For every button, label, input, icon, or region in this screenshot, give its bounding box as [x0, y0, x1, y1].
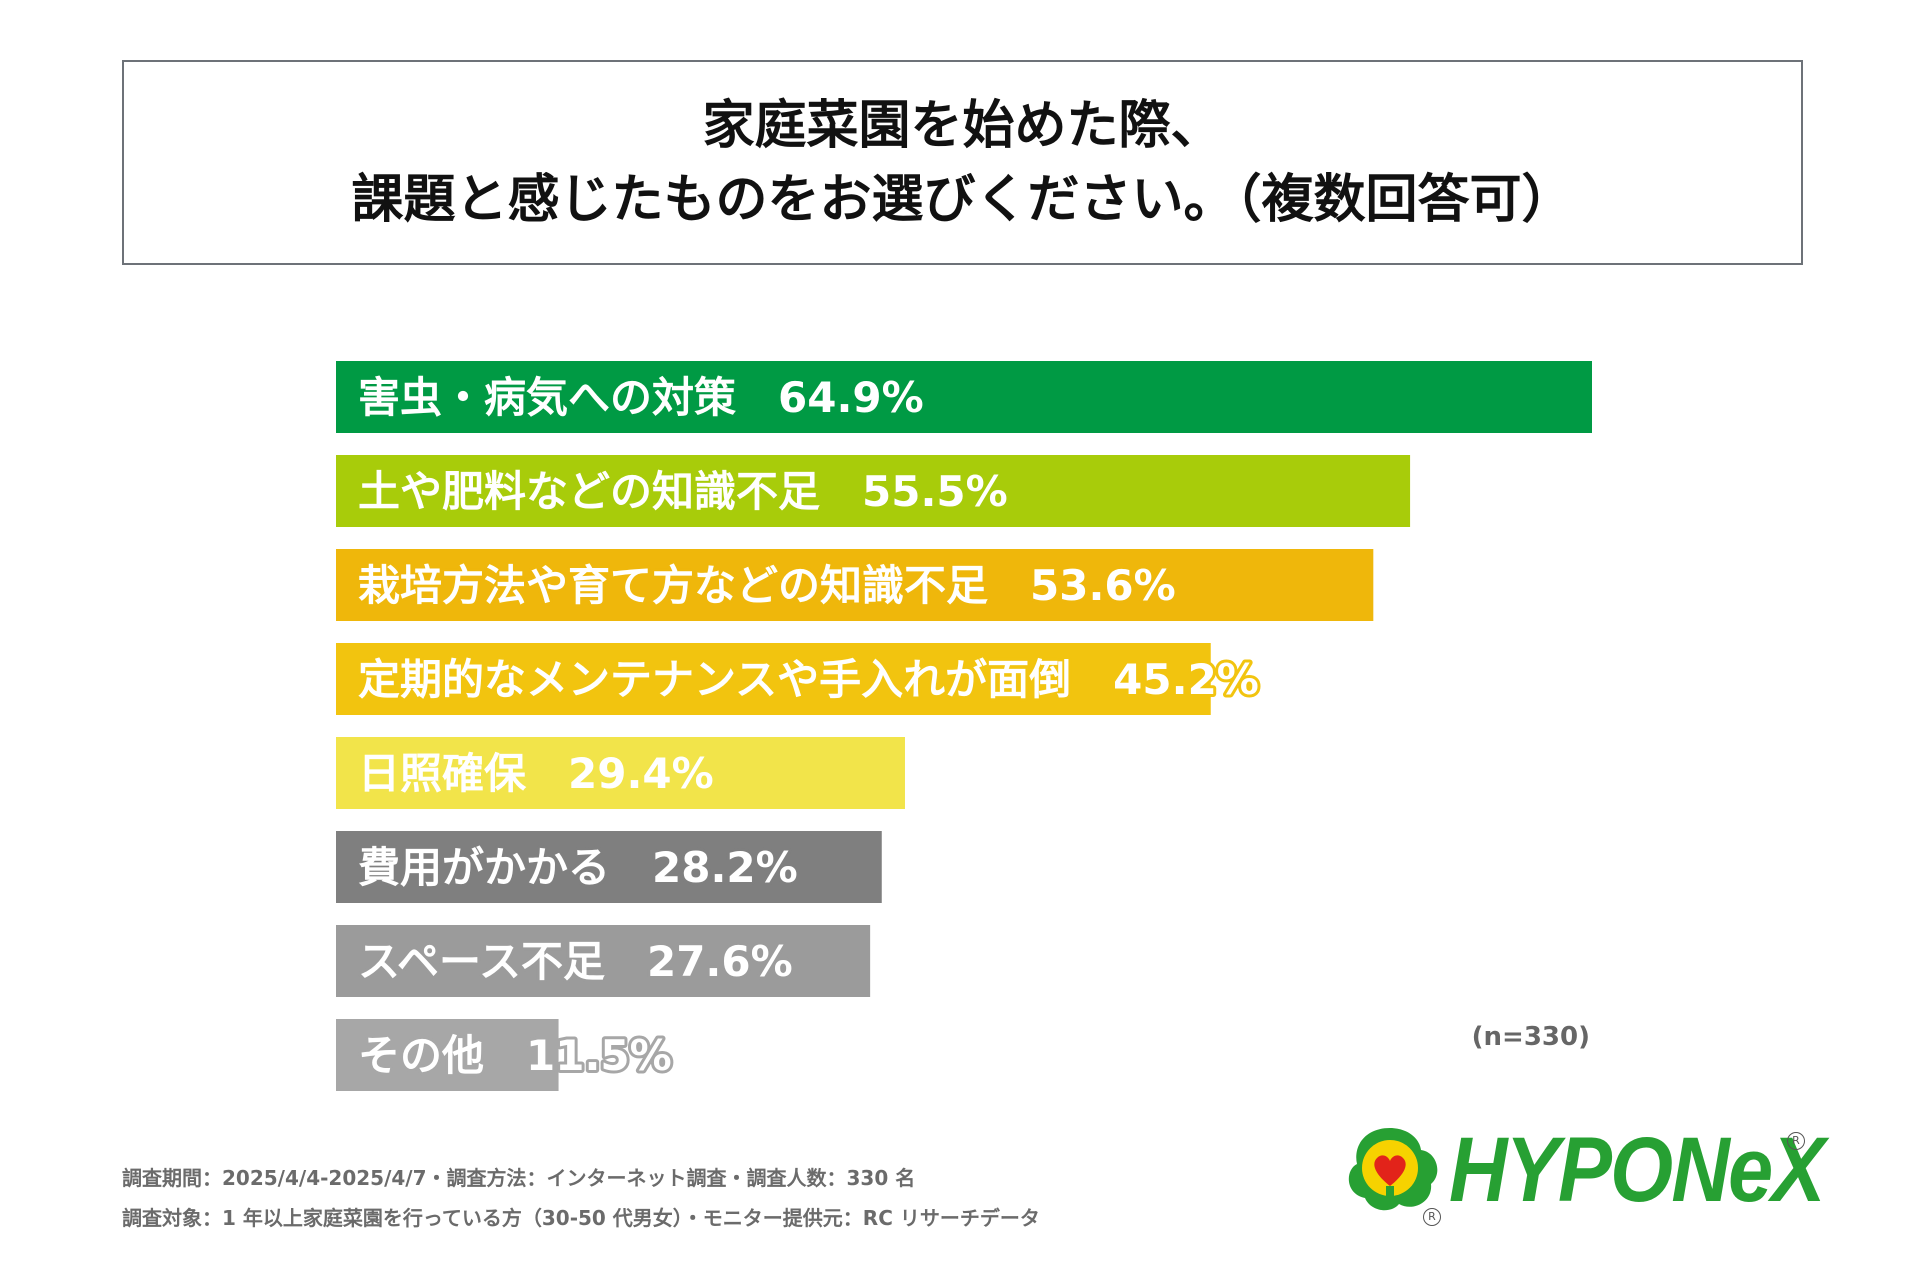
value-label-8: 11.5%: [526, 1031, 672, 1080]
bar-2: [336, 455, 1411, 527]
bar-4: [336, 643, 1211, 715]
bar-label-4: 定期的なメンテナンスや手入れが面倒 45.2%: [358, 655, 1259, 704]
logo-wordmark: HYPONeX: [1449, 1119, 1825, 1221]
title-box: 家庭菜園を始めた際、 課題と感じたものをお選びください。（複数回答可）: [122, 60, 1803, 265]
bar-label-1: 害虫・病気への対策 64.9%: [358, 373, 924, 422]
value-label-2: 55.5%: [862, 467, 1008, 516]
registered-mark-1: R: [1423, 1208, 1441, 1226]
category-label-4: 定期的なメンテナンスや手入れが面倒: [358, 655, 1113, 704]
bar-label-7: スペース不足 27.6%: [358, 937, 793, 986]
sample-size-note: (n=330): [1471, 1022, 1590, 1052]
title-line-2: 課題と感じたものをお選びください。（複数回答可）: [351, 169, 1574, 230]
survey-footer: 調査期間：2025/4/4-2025/4/7・調査方法：インターネット調査・調査…: [122, 1158, 1040, 1238]
bar-label-6: 費用がかかる 28.2%: [358, 843, 798, 892]
value-label-7: 27.6%: [647, 937, 793, 986]
value-label-6: 28.2%: [652, 843, 798, 892]
footer-line-1: 調査期間：2025/4/4-2025/4/7・調査方法：インターネット調査・調査…: [122, 1166, 916, 1190]
bar-3: [336, 549, 1374, 621]
category-label-6: 費用がかかる: [358, 843, 652, 892]
category-label-7: スペース不足: [358, 937, 647, 986]
category-label-1: 害虫・病気への対策: [358, 373, 778, 422]
hyponex-logo: HYPONeX R R: [1335, 1120, 1825, 1226]
footer-line-2: 調査対象：1 年以上家庭菜園を行っている方（30-50 代男女）・モニター提供元…: [122, 1206, 1040, 1230]
value-label-3: 53.6%: [1030, 561, 1176, 610]
category-label-5: 日照確保: [358, 749, 568, 798]
category-label-3: 栽培方法や育て方などの知識不足: [358, 561, 1030, 610]
bar-label-5: 日照確保 29.4%: [358, 749, 714, 798]
registered-mark-2: R: [1787, 1132, 1805, 1150]
bar-label-2: 土や肥料などの知識不足 55.5%: [358, 467, 1008, 516]
value-label-1: 64.9%: [778, 373, 924, 422]
bar-1: [336, 361, 1592, 433]
category-label-8: その他: [358, 1031, 526, 1080]
title-line-1: 家庭菜園を始めた際、: [702, 95, 1223, 156]
value-label-5: 29.4%: [568, 749, 714, 798]
category-label-2: 土や肥料などの知識不足: [358, 467, 862, 516]
bar-label-3: 栽培方法や育て方などの知識不足 53.6%: [358, 561, 1176, 610]
bar-5: [336, 737, 905, 809]
logo-emblem-icon: [1348, 1128, 1438, 1211]
value-label-4: 45.2%: [1113, 655, 1259, 704]
bar-8: [336, 1019, 559, 1091]
bar-7: [336, 925, 871, 997]
bar-label-8: その他 11.5%: [358, 1031, 672, 1080]
bar-6: [336, 831, 882, 903]
